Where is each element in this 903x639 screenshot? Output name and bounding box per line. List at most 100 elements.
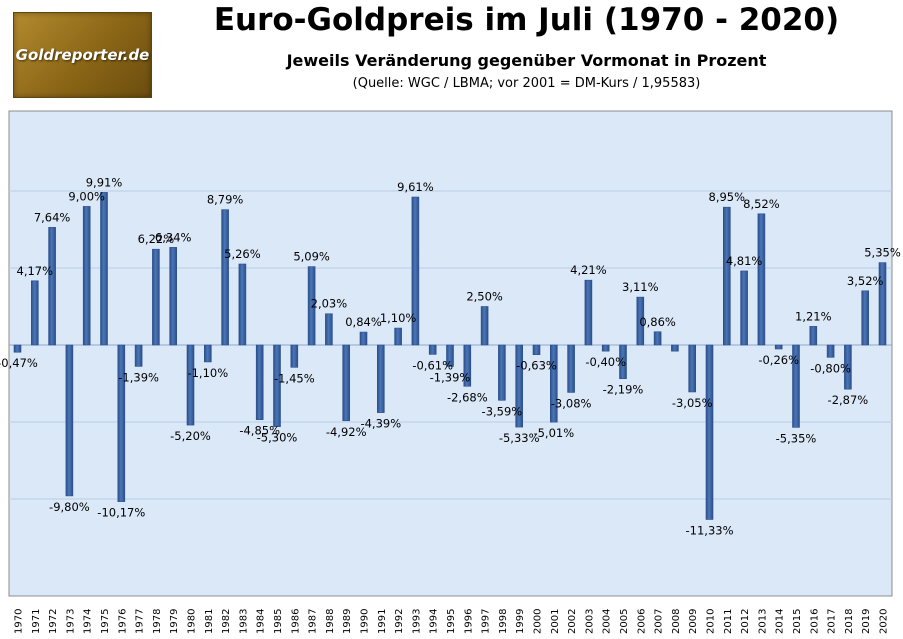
data-label-1988: 2,03% [311, 297, 348, 311]
bar-1986 [290, 344, 299, 368]
data-label-1987: 5,09% [293, 250, 330, 264]
x-tick-2011: 2011 [723, 609, 734, 634]
bar-2011 [722, 206, 731, 346]
x-tick-1976: 1976 [117, 609, 128, 634]
data-label-1979: 6,34% [155, 230, 192, 244]
bar-1981 [204, 344, 212, 363]
bar-1992 [394, 327, 402, 346]
bar-1999 [515, 344, 524, 428]
chart-source-note: (Quelle: WGC / LBMA; vor 2001 = DM-Kurs … [352, 76, 701, 91]
bar-1975 [100, 192, 108, 346]
goldreporter-logo: Goldreporter.de [13, 12, 152, 98]
bar-1998 [498, 344, 506, 401]
data-label-2017: -0,80% [810, 361, 851, 375]
bar-2009 [688, 344, 697, 393]
data-label-1978: 6,22% [138, 232, 175, 246]
bar-1977 [134, 344, 143, 367]
x-tick-1986: 1986 [290, 609, 301, 634]
bar-1985 [273, 344, 281, 427]
bar-1983 [238, 263, 247, 346]
x-tick-1975: 1975 [100, 609, 111, 634]
data-label-1985: -5,30% [257, 431, 298, 445]
data-label-2006: 3,11% [622, 280, 659, 294]
bar-1984 [255, 344, 264, 420]
x-tick-2004: 2004 [602, 609, 613, 634]
data-label-1970: -0,47% [0, 356, 38, 370]
bar-2013 [757, 213, 766, 346]
bar-1971 [30, 280, 39, 346]
x-axis-tick-labels: 1970 1971 1972 1973 1974 1975 1976 1977 1978 1979… [14, 609, 890, 634]
bar-2006 [636, 296, 645, 346]
x-tick-1980: 1980 [187, 609, 198, 634]
x-tick-1979: 1979 [169, 609, 180, 634]
x-tick-1981: 1981 [204, 609, 215, 634]
data-labels: -0,47% 4,17% 7,64% -9,80% 9,00%9,91% -10,17% -… [0, 175, 901, 537]
bar-1972 [48, 227, 56, 346]
bar-2002 [567, 344, 575, 393]
bar-2008 [671, 344, 679, 352]
data-label-2000: -0,63% [516, 359, 557, 373]
chart-title: Euro-Goldpreis im Juli (1970 - 2020) [213, 2, 840, 38]
x-tick-1996: 1996 [463, 609, 474, 634]
x-tick-2015: 2015 [792, 609, 803, 634]
x-tick-1985: 1985 [273, 609, 284, 634]
data-label-2014: -0,26% [758, 353, 799, 367]
x-tick-2017: 2017 [827, 609, 838, 634]
data-label-2019: 3,52% [847, 274, 884, 288]
bar-2015 [792, 344, 800, 428]
x-tick-2005: 2005 [619, 609, 630, 634]
bar-1976 [117, 344, 126, 502]
bar-2020 [878, 262, 887, 346]
x-tick-1993: 1993 [411, 609, 422, 634]
data-label-1980: -5,20% [170, 429, 211, 443]
x-tick-1988: 1988 [325, 609, 336, 634]
x-tick-2020: 2020 [879, 609, 890, 634]
data-label-1977: -1,39% [118, 370, 159, 384]
data-label-1993: 9,61% [397, 180, 434, 194]
x-tick-1982: 1982 [221, 609, 232, 634]
x-tick-1998: 1998 [498, 609, 509, 634]
x-tick-2016: 2016 [809, 609, 820, 634]
bar-1994 [428, 344, 437, 355]
bar-1990 [359, 331, 368, 346]
data-label-1976: -10,17% [97, 506, 145, 520]
data-label-1996: -2,68% [447, 390, 488, 404]
data-label-2001: -5,01% [533, 426, 574, 440]
data-label-1981: -1,10% [187, 366, 228, 380]
x-tick-1999: 1999 [515, 609, 526, 634]
x-tick-1984: 1984 [256, 609, 267, 634]
bar-1978 [152, 248, 160, 346]
bar-1980 [186, 344, 195, 426]
data-label-1986: -1,45% [274, 371, 315, 385]
bar-2010 [705, 344, 714, 520]
data-label-1995: -1,39% [430, 370, 471, 384]
x-tick-2008: 2008 [671, 609, 682, 634]
x-tick-1997: 1997 [481, 609, 492, 634]
data-label-2010: -11,33% [686, 523, 734, 537]
x-tick-2010: 2010 [706, 609, 717, 634]
data-label-1974: 9,00% [68, 189, 105, 203]
x-tick-2014: 2014 [775, 609, 786, 634]
bar-1974 [82, 206, 91, 346]
x-tick-1990: 1990 [360, 609, 371, 634]
bar-series [13, 192, 887, 520]
x-tick-1994: 1994 [429, 609, 440, 634]
x-tick-2003: 2003 [584, 609, 595, 634]
data-label-1994: -0,61% [412, 358, 453, 372]
bar-2005 [619, 344, 627, 380]
x-tick-1974: 1974 [83, 609, 94, 634]
bar-1973 [65, 344, 74, 497]
bar-1997 [480, 306, 489, 346]
bar-2014 [774, 344, 783, 350]
data-label-1972: 7,64% [34, 210, 71, 224]
data-label-2011: 8,95% [709, 190, 746, 204]
bar-2016 [809, 326, 818, 346]
bar-1995 [446, 344, 454, 367]
bar-1988 [325, 313, 333, 346]
data-label-2005: -2,19% [603, 383, 644, 397]
x-tick-2002: 2002 [567, 609, 578, 634]
bar-2000 [532, 344, 541, 356]
x-tick-1992: 1992 [394, 609, 405, 634]
x-tick-1971: 1971 [31, 609, 42, 634]
